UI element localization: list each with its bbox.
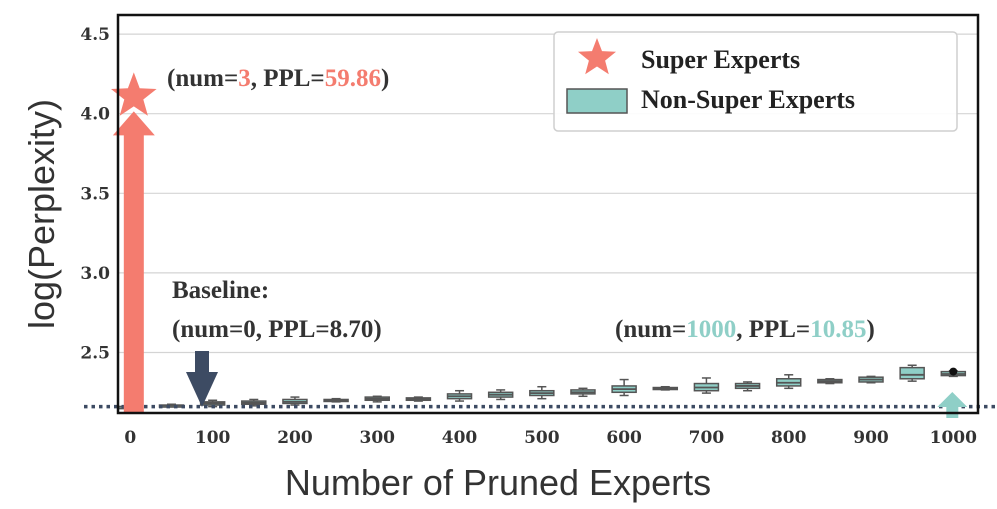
box-plot	[611, 378, 637, 397]
super-expert-group	[111, 72, 157, 413]
box-plot	[241, 398, 267, 407]
box-plot	[323, 397, 349, 403]
end-annotation-num: 1000	[686, 316, 736, 343]
super-arrow-shaft	[123, 133, 144, 413]
super-expert-marker	[111, 72, 157, 116]
box-plot	[529, 385, 555, 400]
super-expert-annotation: (num=3, PPL=59.86)	[167, 65, 389, 92]
x-tick-label: 300	[359, 428, 395, 448]
box-plot	[570, 387, 596, 398]
y-tick-label: 4.0	[80, 105, 110, 125]
super-annotation-prefix: (num=	[167, 65, 238, 92]
endpoint-arrow-head	[937, 392, 968, 407]
box-plot	[775, 374, 802, 390]
box-plot	[734, 381, 761, 392]
legend-label-non-super: Non-Super Experts	[641, 85, 855, 114]
y-tick-label: 2.5	[80, 344, 110, 364]
box-plots	[117, 364, 967, 410]
x-tick-label: 100	[195, 428, 231, 448]
legend: Super Experts Non-Super Experts	[553, 31, 958, 132]
box-body	[899, 366, 925, 380]
endpoint-marker	[949, 367, 958, 376]
super-annotation-mid: , PPL=	[251, 65, 325, 92]
legend-frame	[553, 31, 958, 132]
box-plot	[405, 396, 432, 402]
x-tick-label: 800	[771, 428, 807, 448]
baseline-annotation: (num=0, PPL=8.70)	[172, 316, 382, 343]
baseline-arrow-head	[186, 372, 218, 407]
y-tick-label: 4.5	[80, 25, 110, 45]
x-tick-label: 1000	[930, 428, 977, 448]
x-tick-label: 200	[277, 428, 313, 448]
box-plot	[899, 364, 925, 382]
super-annotation-num: 3	[238, 65, 251, 92]
box-plot	[858, 375, 884, 384]
y-tick-label: 3.5	[80, 184, 110, 204]
x-tick-label: 600	[606, 428, 642, 448]
x-tick-label: 700	[689, 428, 725, 448]
end-annotation-prefix: (num=	[615, 316, 686, 343]
super-annotation-suffix: )	[381, 65, 389, 92]
box-plot	[487, 389, 514, 401]
x-tick-label: 500	[524, 428, 560, 448]
baseline-title: Baseline:	[172, 277, 269, 304]
end-annotation-mid: , PPL=	[736, 316, 810, 343]
box-plot	[446, 389, 473, 402]
super-arrow-head	[112, 111, 155, 136]
legend-star-icon	[578, 38, 616, 75]
baseline-arrow-shaft	[195, 351, 209, 373]
x-axis-title: Number of Pruned Experts	[285, 462, 711, 503]
box-plot	[693, 377, 720, 394]
x-tick-label: 400	[442, 428, 478, 448]
box-plot	[817, 378, 843, 385]
super-annotation-ppl: 59.86	[325, 65, 381, 92]
end-annotation-suffix: )	[866, 316, 874, 343]
tick-labels: 2.5 3.0 3.5 4.0 4.5 0 100 200 300 400 500 600 700 800…	[80, 25, 977, 448]
end-annotation-ppl: 10.85	[810, 316, 866, 343]
plot-frame	[116, 13, 980, 415]
box-plot	[282, 396, 308, 406]
box-plot	[364, 395, 390, 403]
x-tick-label: 0	[124, 428, 136, 448]
endpoint-annotation: (num=1000, PPL=10.85)	[615, 316, 875, 343]
x-tick-label: 900	[853, 428, 889, 448]
legend-box-icon	[566, 88, 628, 114]
legend-label-super: Super Experts	[641, 45, 800, 74]
baseline-group	[84, 351, 997, 409]
box-plot	[158, 403, 185, 408]
y-axis-title: log(Perplexity)	[21, 99, 62, 329]
y-tick-label: 3.0	[80, 264, 110, 284]
box-plot	[652, 385, 679, 391]
